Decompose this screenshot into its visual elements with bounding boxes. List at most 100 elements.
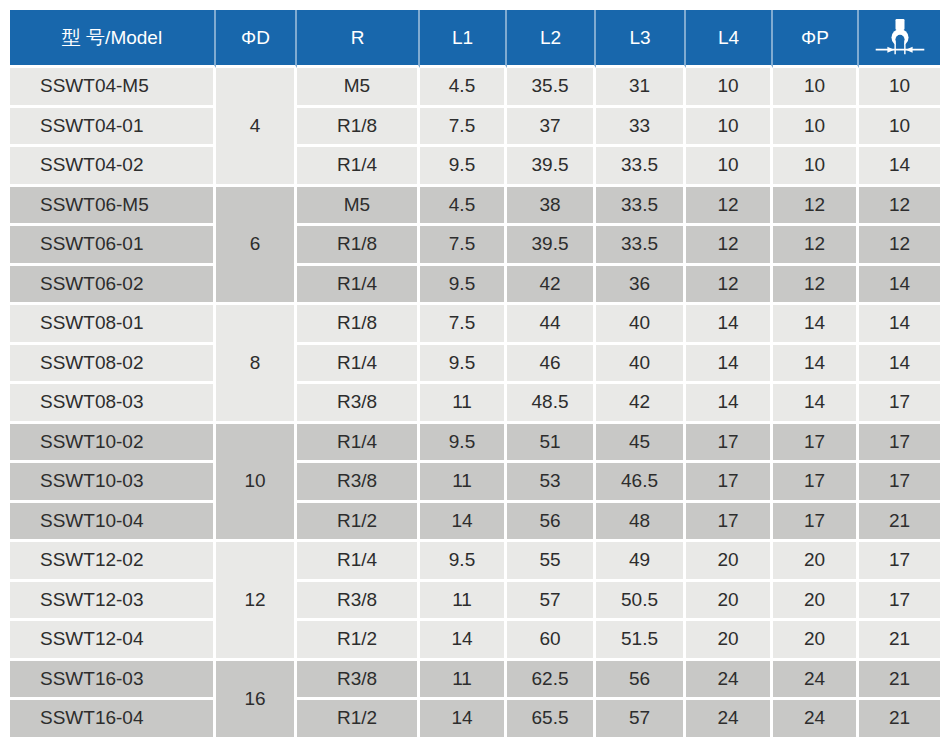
l1-cell: 7.5 [420,305,507,345]
thread-r-cell: R1/8 [297,305,420,345]
model-cell: SSWT16-03 [10,661,216,701]
l3-cell: 40 [596,345,686,385]
diameter-p-cell: 12 [773,266,859,306]
model-cell: SSWT10-03 [10,463,216,503]
model-cell: SSWT16-04 [10,700,216,740]
l3-cell: 33.5 [596,187,686,227]
wrench-size-cell: 17 [859,582,940,622]
l1-cell: 11 [420,384,507,424]
l2-cell: 42 [507,266,596,306]
diameter-d-cell: 8 [216,305,297,424]
wrench-size-cell: 12 [859,226,940,266]
wrench-size-cell: 21 [859,700,940,740]
header-diameter-d: ΦD [216,10,297,68]
diameter-p-cell: 14 [773,345,859,385]
diameter-p-cell: 12 [773,187,859,227]
diameter-p-cell: 17 [773,503,859,543]
diameter-p-cell: 14 [773,384,859,424]
wrench-size-cell: 14 [859,266,940,306]
diameter-d-cell: 10 [216,424,297,543]
l1-cell: 14 [420,700,507,740]
l2-cell: 46 [507,345,596,385]
l4-cell: 17 [686,503,773,543]
header-row: 型 号/Model ΦD R L1 L2 L3 L4 ΦP [10,10,940,68]
table-row: SSWT04-02R1/49.539.533.5101014 [10,147,940,187]
header-l4: L4 [686,10,773,68]
l4-cell: 10 [686,108,773,148]
table-row: SSWT10-03R3/8115346.5171717 [10,463,940,503]
diameter-p-cell: 17 [773,424,859,464]
l2-cell: 37 [507,108,596,148]
wrench-size-cell: 21 [859,503,940,543]
wrench-size-cell: 17 [859,384,940,424]
diameter-p-cell: 10 [773,147,859,187]
model-cell: SSWT08-02 [10,345,216,385]
diameter-p-cell: 24 [773,661,859,701]
model-cell: SSWT06-M5 [10,187,216,227]
l3-cell: 51.5 [596,621,686,661]
l1-cell: 4.5 [420,68,507,108]
l2-cell: 56 [507,503,596,543]
diameter-d-cell: 4 [216,68,297,187]
thread-r-cell: R1/4 [297,147,420,187]
table-row: SSWT12-04R1/2146051.5202021 [10,621,940,661]
thread-r-cell: R1/2 [297,621,420,661]
l4-cell: 12 [686,226,773,266]
model-cell: SSWT12-02 [10,542,216,582]
l1-cell: 7.5 [420,108,507,148]
l3-cell: 33.5 [596,226,686,266]
l4-cell: 20 [686,621,773,661]
l2-cell: 60 [507,621,596,661]
diameter-p-cell: 10 [773,68,859,108]
model-cell: SSWT12-03 [10,582,216,622]
wrench-size-cell: 10 [859,68,940,108]
l3-cell: 50.5 [596,582,686,622]
l4-cell: 24 [686,661,773,701]
l3-cell: 46.5 [596,463,686,503]
model-cell: SSWT04-02 [10,147,216,187]
l3-cell: 42 [596,384,686,424]
thread-r-cell: M5 [297,187,420,227]
table-row: SSWT06-02R1/49.54236121214 [10,266,940,306]
l3-cell: 33.5 [596,147,686,187]
l4-cell: 12 [686,266,773,306]
header-wrench-size [859,10,940,68]
wrench-size-cell: 17 [859,542,940,582]
l2-cell: 62.5 [507,661,596,701]
table-row: SSWT04-01R1/87.53733101010 [10,108,940,148]
header-l3: L3 [596,10,686,68]
l4-cell: 17 [686,424,773,464]
l1-cell: 9.5 [420,147,507,187]
diameter-d-cell: 16 [216,661,297,740]
model-cell: SSWT06-02 [10,266,216,306]
table-row: SSWT08-018R1/87.54440141414 [10,305,940,345]
model-cell: SSWT06-01 [10,226,216,266]
l4-cell: 14 [686,345,773,385]
spec-table-container: 型 号/Model ΦD R L1 L2 L3 L4 ΦP [10,10,940,740]
thread-r-cell: R1/8 [297,108,420,148]
l3-cell: 45 [596,424,686,464]
l4-cell: 17 [686,463,773,503]
l1-cell: 9.5 [420,542,507,582]
wrench-size-cell: 17 [859,424,940,464]
thread-r-cell: R1/2 [297,503,420,543]
l4-cell: 14 [686,384,773,424]
table-row: SSWT10-0210R1/49.55145171717 [10,424,940,464]
spec-table: 型 号/Model ΦD R L1 L2 L3 L4 ΦP [10,10,940,740]
l3-cell: 36 [596,266,686,306]
thread-r-cell: R1/2 [297,700,420,740]
diameter-p-cell: 12 [773,226,859,266]
l1-cell: 11 [420,661,507,701]
diameter-p-cell: 20 [773,582,859,622]
l2-cell: 53 [507,463,596,503]
table-row: SSWT16-04R1/21465.557242421 [10,700,940,740]
l4-cell: 14 [686,305,773,345]
wrench-size-cell: 12 [859,187,940,227]
l2-cell: 57 [507,582,596,622]
wrench-size-cell: 10 [859,108,940,148]
header-diameter-p: ΦP [773,10,859,68]
table-row: SSWT06-M56M54.53833.5121212 [10,187,940,227]
model-cell: SSWT04-M5 [10,68,216,108]
table-row: SSWT16-0316R3/81162.556242421 [10,661,940,701]
l1-cell: 7.5 [420,226,507,266]
